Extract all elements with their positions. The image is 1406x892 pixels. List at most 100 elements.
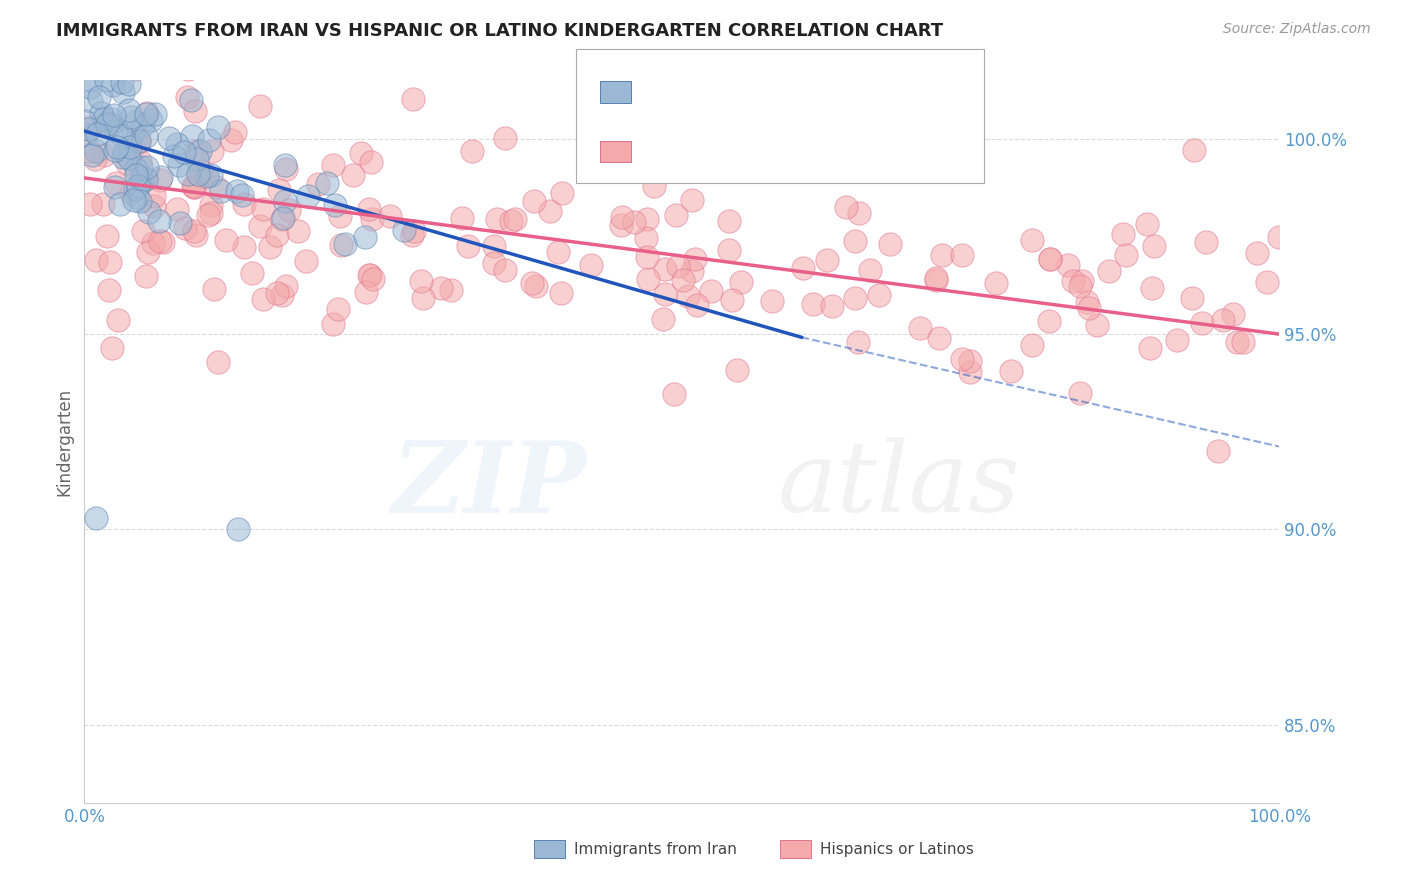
Point: [73, 114, 96, 128]
Point: [1069, 278, 1091, 293]
Point: [1181, 291, 1204, 305]
Point: [93, 111, 115, 125]
Point: [402, 92, 425, 106]
Point: [183, 179, 205, 194]
Point: [89, 90, 111, 104]
Point: [959, 365, 981, 379]
Point: [152, 235, 174, 249]
Point: [1232, 334, 1254, 349]
Point: [129, 175, 152, 189]
Point: [200, 144, 222, 158]
Point: [681, 193, 703, 207]
Text: Hispanics or Latinos: Hispanics or Latinos: [820, 842, 973, 856]
Point: [139, 112, 162, 127]
Point: [353, 229, 375, 244]
Point: [482, 239, 505, 253]
Point: [149, 173, 172, 187]
Text: N =: N =: [766, 143, 806, 161]
Point: [176, 90, 198, 104]
Point: [654, 286, 676, 301]
Point: [129, 194, 152, 208]
Point: [105, 176, 128, 190]
Point: [224, 124, 246, 138]
Point: [200, 168, 222, 182]
Point: [209, 184, 232, 198]
Point: [93, 148, 115, 162]
Point: [652, 312, 675, 326]
Point: [148, 214, 170, 228]
Point: [166, 202, 188, 217]
Point: [361, 212, 384, 227]
Point: [821, 299, 844, 313]
Point: [86, 127, 108, 141]
Point: [610, 210, 633, 224]
Point: [499, 213, 522, 227]
Point: [1184, 143, 1206, 157]
Point: [1069, 386, 1091, 401]
Point: [683, 252, 706, 267]
Point: [297, 189, 319, 203]
Point: [80, 120, 103, 134]
Point: [1085, 318, 1108, 332]
Point: [1246, 246, 1268, 260]
Point: [924, 270, 946, 285]
Text: Immigrants from Iran: Immigrants from Iran: [574, 842, 737, 856]
Text: -0.854: -0.854: [681, 142, 751, 161]
Point: [135, 160, 157, 174]
Point: [357, 202, 380, 216]
Point: [721, 293, 744, 307]
Point: [134, 171, 156, 186]
Point: [187, 167, 209, 181]
Point: [131, 173, 153, 187]
Point: [354, 285, 377, 299]
Point: [124, 182, 146, 196]
Point: [326, 301, 349, 316]
Point: [266, 286, 288, 301]
Point: [928, 331, 950, 345]
Point: [717, 243, 740, 257]
Point: [440, 283, 463, 297]
Point: [180, 93, 202, 107]
Point: [108, 197, 131, 211]
Point: [121, 126, 143, 140]
Point: [79, 80, 101, 95]
Point: [1038, 314, 1060, 328]
Point: [108, 62, 131, 76]
Point: [228, 523, 250, 537]
Point: [105, 140, 128, 154]
Point: [190, 145, 212, 159]
Point: [77, 122, 100, 136]
Point: [186, 145, 208, 159]
Point: [131, 118, 153, 132]
Point: [125, 168, 148, 182]
Point: [98, 119, 121, 133]
Point: [135, 129, 157, 144]
Point: [1115, 248, 1137, 262]
Point: [986, 276, 1008, 290]
Point: [725, 363, 748, 377]
Point: [128, 134, 150, 148]
Point: [654, 262, 676, 277]
Point: [127, 190, 149, 204]
Point: [150, 169, 173, 184]
Point: [107, 312, 129, 326]
Point: [547, 245, 569, 260]
Point: [104, 143, 127, 157]
Point: [323, 198, 346, 212]
Point: [249, 98, 271, 112]
Point: [908, 321, 931, 335]
Point: [197, 208, 219, 222]
Point: [329, 209, 352, 223]
Point: [79, 95, 101, 109]
Point: [136, 106, 159, 120]
Point: [1057, 258, 1080, 272]
Point: [1077, 301, 1099, 315]
Point: [844, 234, 866, 248]
Point: [359, 268, 381, 283]
Point: [200, 197, 222, 211]
Point: [100, 112, 122, 126]
Point: [1039, 252, 1062, 267]
Point: [686, 298, 709, 312]
Point: [859, 262, 882, 277]
Point: [730, 275, 752, 289]
